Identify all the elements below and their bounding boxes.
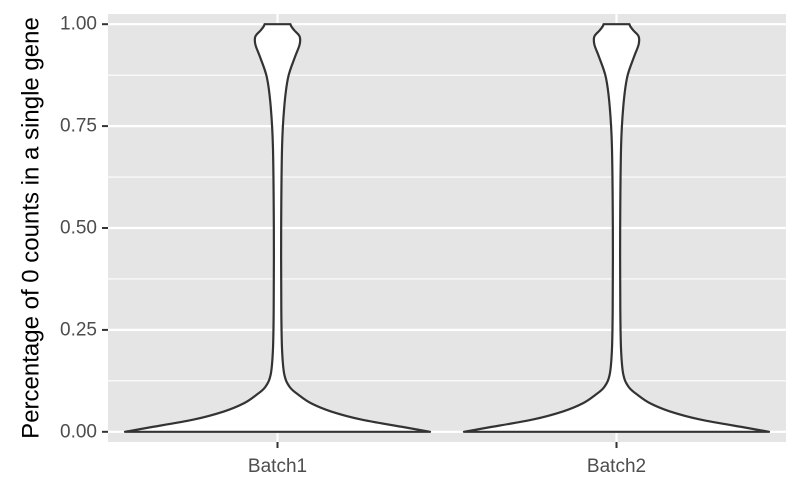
x-axis-ticks: Batch1 Batch2 xyxy=(248,442,646,477)
x-tick-label: Batch1 xyxy=(248,456,307,477)
y-tick-label: 0.75 xyxy=(60,116,97,137)
y-tick-label: 0.00 xyxy=(60,421,97,442)
y-tick-label: 0.50 xyxy=(60,218,97,239)
x-tick-label: Batch2 xyxy=(587,456,646,477)
violin-batch2 xyxy=(462,23,771,433)
y-tick-label: 0.25 xyxy=(60,319,97,340)
violin-batch1 xyxy=(123,23,432,433)
violins xyxy=(123,23,771,433)
y-axis-ticks: 0.00 0.25 0.50 0.75 1.00 xyxy=(60,14,108,442)
minor-gridlines xyxy=(108,74,786,382)
y-tick-label: 1.00 xyxy=(60,14,97,35)
y-axis-title: Percentage of 0 counts in a single gene xyxy=(17,17,44,439)
